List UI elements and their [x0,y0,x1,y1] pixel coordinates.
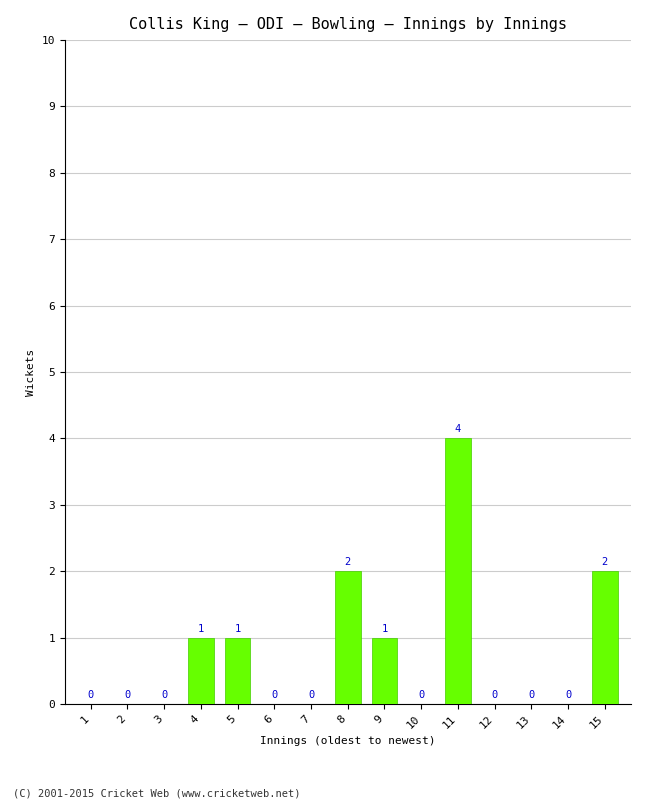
Text: 0: 0 [308,690,314,700]
Bar [372,638,397,704]
Bar [445,438,471,704]
Text: 0: 0 [88,690,94,700]
Text: 1: 1 [382,624,387,634]
Bar [188,638,214,704]
Bar [225,638,250,704]
Text: (C) 2001-2015 Cricket Web (www.cricketweb.net): (C) 2001-2015 Cricket Web (www.cricketwe… [13,788,300,798]
X-axis label: Innings (oldest to newest): Innings (oldest to newest) [260,736,436,746]
Title: Collis King – ODI – Bowling – Innings by Innings: Collis King – ODI – Bowling – Innings by… [129,17,567,32]
Text: 4: 4 [455,425,461,434]
Text: 0: 0 [161,690,167,700]
Text: 1: 1 [235,624,240,634]
Text: 0: 0 [124,690,131,700]
Text: 0: 0 [565,690,571,700]
Text: 2: 2 [344,558,351,567]
Text: 0: 0 [418,690,424,700]
Bar [335,571,361,704]
Text: 2: 2 [602,558,608,567]
Text: 0: 0 [528,690,534,700]
Text: 0: 0 [271,690,278,700]
Text: 1: 1 [198,624,204,634]
Bar [592,571,617,704]
Y-axis label: Wickets: Wickets [26,348,36,396]
Text: 0: 0 [491,690,498,700]
